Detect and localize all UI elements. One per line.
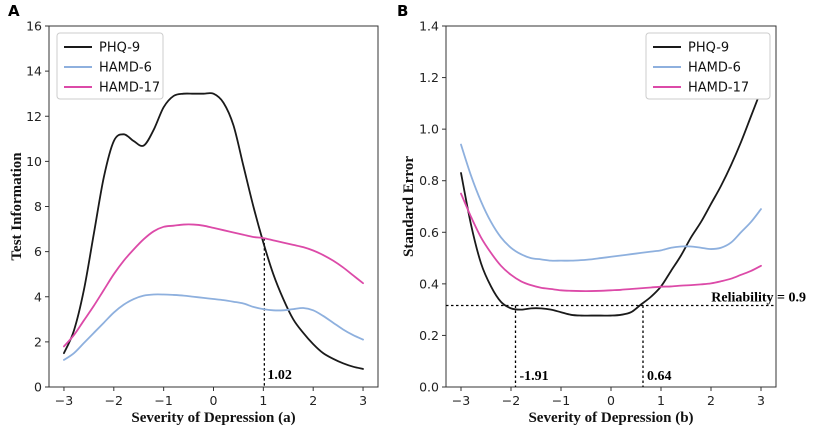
panel-b: B −3 −2 −1 0 1 2 3 0.0 0.2 0.4 0.6 0.8 1.0 1.2 1.4 Sever… <box>397 2 806 426</box>
legend-label: HAMD-17 <box>99 81 160 96</box>
x-tick-label: −3 <box>55 393 73 408</box>
series-line-phq-9 <box>63 92 364 370</box>
x-tick-label: −3 <box>452 393 470 408</box>
y-tick-label: 0.0 <box>419 380 439 395</box>
y-tick-label: 1.4 <box>419 19 439 34</box>
x-axis-label: Severity of Depression (b) <box>528 410 693 426</box>
x-tick-label: 1 <box>657 393 665 408</box>
x-axis-label: Severity of Depression (a) <box>131 410 295 426</box>
series-group <box>63 92 364 370</box>
reliability-label: Reliability = 0.9 <box>711 291 806 306</box>
y-tick-label: 0.2 <box>419 328 439 343</box>
y-axis-label: Test Information <box>9 152 25 261</box>
x-tick-label: 3 <box>359 393 367 408</box>
legend-label: HAMD-6 <box>99 61 152 76</box>
y-tick-label: 1.0 <box>419 122 439 137</box>
panel-letter: A <box>8 2 20 20</box>
legend-box <box>56 32 164 100</box>
annotation-label: 0.64 <box>647 369 672 384</box>
x-tick-label: 0 <box>607 393 615 408</box>
series-line-hamd-6 <box>460 143 762 262</box>
y-tick-label: 6 <box>34 244 42 259</box>
x-tick-label: −2 <box>105 393 123 408</box>
series-line-hamd-17 <box>63 223 364 348</box>
annotation-label: -1.91 <box>520 369 549 384</box>
y-tick-label: 0.8 <box>419 173 439 188</box>
x-tick-label: 0 <box>210 393 218 408</box>
y-tick-label: 0 <box>34 380 42 395</box>
legend-box <box>645 32 771 100</box>
y-tick-label: 0.4 <box>419 276 439 291</box>
series-group <box>460 89 762 317</box>
x-tick-label: 2 <box>309 393 317 408</box>
y-tick-label: 14 <box>26 64 42 79</box>
legend-label: PHQ-9 <box>688 41 729 56</box>
legend-label: HAMD-17 <box>688 81 749 96</box>
series-line-phq-9 <box>460 89 762 317</box>
legend-label: HAMD-6 <box>688 61 741 76</box>
panel-letter: B <box>397 2 408 20</box>
y-tick-label: 10 <box>26 154 42 169</box>
legend: PHQ-9 HAMD-6 HAMD-17 <box>56 32 164 100</box>
y-axis-label: Standard Error <box>401 156 417 257</box>
x-tick-label: 1 <box>259 393 267 408</box>
y-tick-label: 0.6 <box>419 225 439 240</box>
series-line-hamd-6 <box>63 293 364 361</box>
x-tick-label: −2 <box>502 393 520 408</box>
legend-label: PHQ-9 <box>99 41 140 56</box>
x-tick-label: 3 <box>757 393 765 408</box>
x-tick-label: 2 <box>707 393 715 408</box>
annotation-label: 1.02 <box>267 368 292 383</box>
y-tick-label: 1.2 <box>419 70 439 85</box>
y-tick-label: 2 <box>34 334 42 349</box>
y-tick-label: 8 <box>34 199 42 214</box>
y-tick-label: 12 <box>26 109 42 124</box>
y-tick-label: 4 <box>34 289 42 304</box>
y-tick-label: 16 <box>26 19 42 34</box>
x-tick-label: −1 <box>154 393 172 408</box>
x-tick-label: −1 <box>552 393 570 408</box>
series-line-hamd-17 <box>460 192 762 293</box>
legend: PHQ-9 HAMD-6 HAMD-17 <box>645 32 771 100</box>
